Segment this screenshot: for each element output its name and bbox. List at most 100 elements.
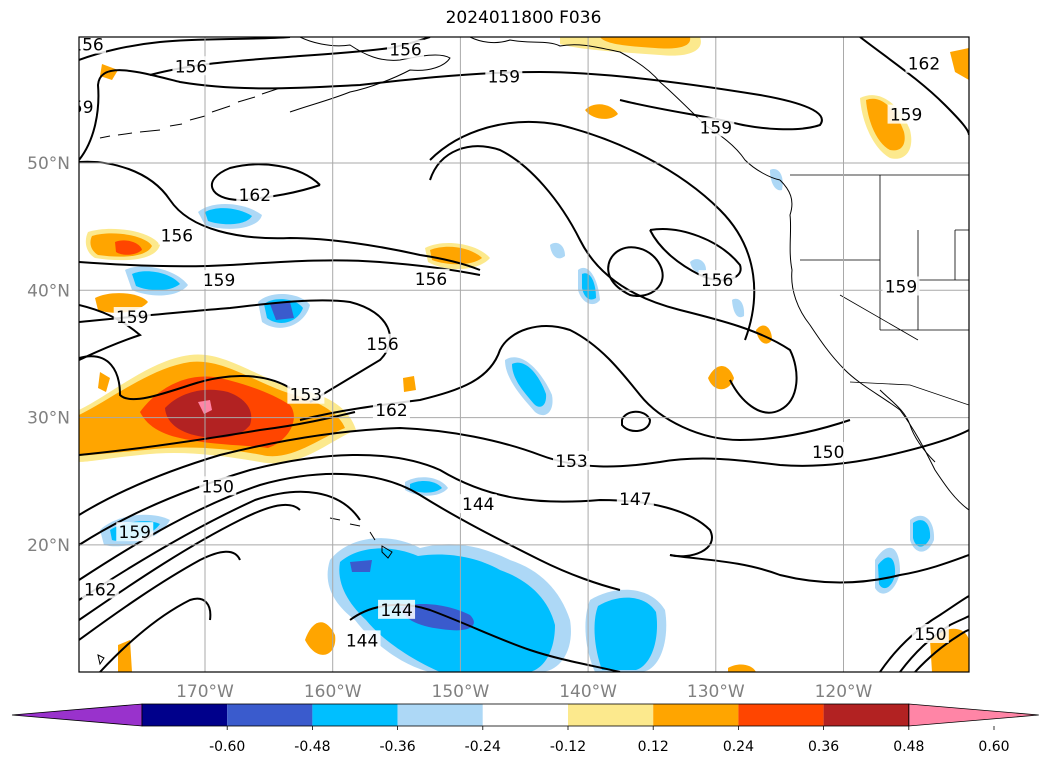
contour-label: 156 xyxy=(701,271,733,291)
alaska-coast xyxy=(289,37,451,113)
negative-anomaly-area xyxy=(732,298,745,318)
negative-anomaly-area xyxy=(690,259,706,273)
contour-label-backdrop xyxy=(172,56,210,76)
contour-line-144 xyxy=(79,472,621,591)
canada-coast xyxy=(779,179,969,511)
contour-label: 156 xyxy=(389,41,421,61)
contour-line-153 xyxy=(621,410,652,432)
colorbar-tick-label: -0.36 xyxy=(379,739,415,755)
contour-label: 144 xyxy=(380,601,412,621)
island-outline xyxy=(97,654,105,666)
contour-label: 162 xyxy=(375,401,407,421)
lat-tick-label: 20°N xyxy=(27,536,70,556)
contour-label: 159 xyxy=(488,67,520,87)
mexico-border xyxy=(849,381,969,406)
state-border xyxy=(790,174,969,341)
contour-label-backdrop xyxy=(905,53,943,73)
contour-line-162 xyxy=(210,163,321,202)
colorbar-min-extension xyxy=(11,703,143,727)
contour-label-backdrop xyxy=(287,384,325,404)
coastlines xyxy=(97,37,969,666)
colorbar-segment xyxy=(227,704,313,726)
contour-label-backdrop xyxy=(485,66,523,86)
lon-tick-label: 120°W xyxy=(815,682,873,702)
contour-label: 159 xyxy=(890,106,922,126)
contour-label: 147 xyxy=(619,490,651,510)
negative-anomaly-area xyxy=(205,208,252,225)
lon-tick-label: 150°W xyxy=(432,682,490,702)
colorbar-segment xyxy=(568,704,654,726)
contour-line-153 xyxy=(899,615,969,672)
positive-anomaly-area xyxy=(98,372,110,392)
contour-label-layer: 156 156 156 159 162 159 159 159 162 156 159 156 156 1… xyxy=(61,37,949,651)
colorbar-max-extension xyxy=(908,703,1039,727)
contour-label-backdrop xyxy=(887,104,925,124)
colorbar-tick-label: -0.12 xyxy=(550,739,586,755)
contour-label-backdrop xyxy=(158,225,196,245)
contour-label: 162 xyxy=(908,55,940,75)
contour-line-156 xyxy=(79,160,481,271)
colorbar-tick-label: 0.24 xyxy=(723,739,754,755)
contour-line-150 xyxy=(879,595,969,672)
contour-label-backdrop xyxy=(882,276,920,296)
contour-label: 150 xyxy=(812,443,844,463)
contour-line-159 xyxy=(79,259,481,276)
colorbar-tick-label: 0.12 xyxy=(638,739,669,755)
contour-label-backdrop xyxy=(378,599,416,619)
positive-anomaly-area xyxy=(403,376,416,392)
island-outline xyxy=(329,517,393,559)
lat-tick-label: 50°N xyxy=(27,154,70,174)
contour-label-backdrop xyxy=(386,39,424,59)
contour-label: 150 xyxy=(202,477,234,497)
contour-line-153 xyxy=(299,325,851,442)
lon-tick-label: 160°W xyxy=(304,682,362,702)
contour-label-backdrop xyxy=(372,399,410,419)
contour-label-backdrop xyxy=(79,37,107,54)
contour-label-backdrop xyxy=(343,630,381,650)
negative-anomaly-area xyxy=(878,557,896,589)
negative-anomaly-area xyxy=(512,362,547,407)
contour-label: 153 xyxy=(555,452,587,472)
contour-label: 156 xyxy=(161,227,193,247)
positive-anomaly-area xyxy=(866,98,905,151)
gridlines xyxy=(79,37,969,672)
contour-label-backdrop xyxy=(698,270,736,290)
contour-line-156 xyxy=(79,550,241,641)
negative-anomaly-area xyxy=(770,169,783,191)
contour-line-159 xyxy=(429,120,756,341)
colorbar-segment xyxy=(142,704,228,726)
contour-label-backdrop xyxy=(459,494,497,514)
colorbar-segment xyxy=(823,704,909,726)
contour-label-backdrop xyxy=(199,476,237,496)
contour-line-156 xyxy=(429,145,798,414)
aleutian-islands xyxy=(99,87,281,139)
contour-label: 159 xyxy=(61,98,93,118)
contour-label: 159 xyxy=(203,271,235,291)
contour-line-162 xyxy=(859,37,969,136)
contour-label: 144 xyxy=(462,495,494,515)
contour-line-156 xyxy=(914,629,969,672)
colorbar-tick-label: 0.48 xyxy=(893,739,924,755)
colorbar-tick-label: -0.60 xyxy=(209,739,245,755)
contour-label-backdrop xyxy=(79,96,96,116)
colorbar-segment xyxy=(482,704,568,726)
negative-anomaly-area xyxy=(350,560,372,572)
colorbar-segment xyxy=(312,704,398,726)
contour-line-159 xyxy=(607,246,664,297)
contour-label-backdrop xyxy=(697,117,735,137)
negative-anomaly-area xyxy=(270,302,294,320)
contour-line-162 xyxy=(79,411,356,456)
alaska-coast xyxy=(469,37,781,181)
negative-anomaly-area xyxy=(913,520,931,547)
contour-label-backdrop xyxy=(116,522,154,542)
contour-label-backdrop xyxy=(81,579,119,599)
contour-line-153 xyxy=(79,355,291,401)
contour-label: 156 xyxy=(366,335,398,355)
colorbar-outline xyxy=(141,703,910,727)
lat-tick-label: 40°N xyxy=(27,281,70,301)
contour-label: 156 xyxy=(415,270,447,290)
contour-label-backdrop xyxy=(809,441,847,461)
contour-label: 153 xyxy=(290,386,322,406)
positive-anomaly-area xyxy=(600,37,691,49)
